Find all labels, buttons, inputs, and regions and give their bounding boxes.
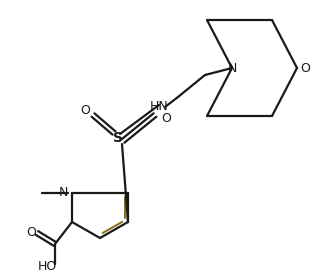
Text: N: N (58, 186, 68, 199)
Text: HN: HN (149, 101, 168, 114)
Text: O: O (26, 227, 36, 240)
Text: O: O (80, 104, 90, 117)
Text: HO: HO (37, 260, 57, 273)
Text: N: N (227, 61, 237, 75)
Text: O: O (300, 61, 310, 75)
Text: S: S (113, 131, 123, 145)
Text: O: O (161, 112, 171, 124)
